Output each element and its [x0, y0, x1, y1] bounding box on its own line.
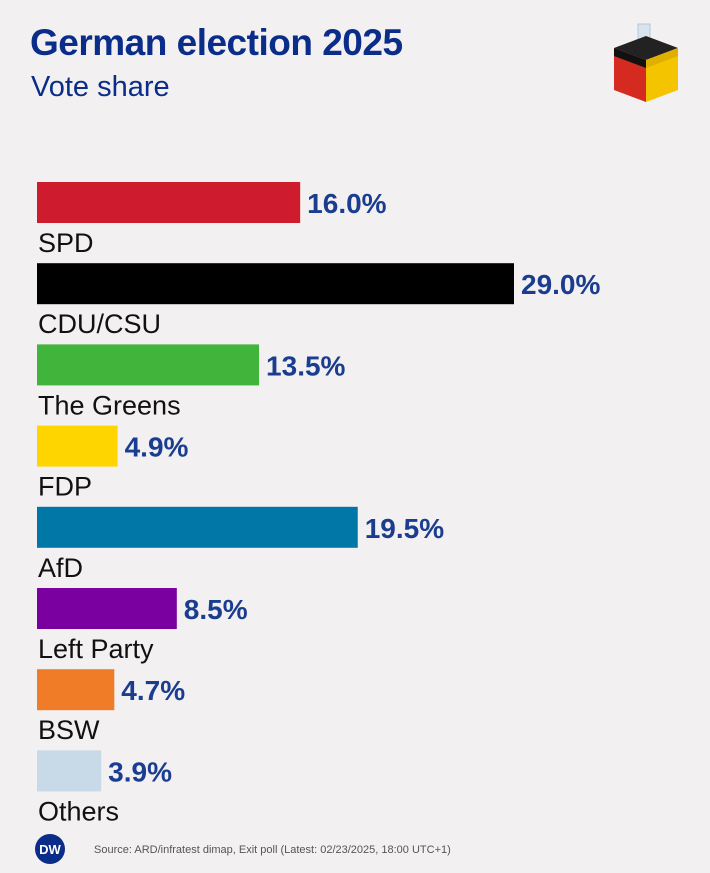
value-label: 8.5% — [184, 594, 248, 625]
bar-spd — [37, 182, 301, 223]
value-label: 29.0% — [521, 269, 600, 300]
category-label: Left Party — [38, 634, 154, 664]
value-label: 4.7% — [121, 675, 185, 706]
category-label: The Greens — [38, 390, 181, 420]
brand-text: DW — [39, 842, 61, 857]
category-label: Others — [38, 796, 119, 826]
chart-title: German election 2025 — [30, 22, 403, 63]
value-label: 4.9% — [125, 432, 189, 463]
ballot-box-icon — [614, 23, 678, 102]
chart-subtitle: Vote share — [31, 71, 170, 103]
bar-cdu-csu — [37, 263, 514, 305]
bar-the-greens — [37, 344, 260, 386]
category-label: CDU/CSU — [38, 309, 161, 339]
dw-logo-icon: DW — [35, 834, 65, 864]
value-label: 3.9% — [108, 756, 172, 787]
category-label: AfD — [38, 553, 83, 583]
value-label: 16.0% — [307, 188, 386, 219]
bar-others — [37, 750, 102, 792]
value-label: 13.5% — [266, 350, 345, 381]
category-label: BSW — [38, 715, 100, 745]
bar-left-party — [37, 588, 177, 629]
bar-fdp — [37, 425, 118, 467]
bar-afd — [37, 506, 358, 548]
source-note: Source: ARD/infratest dimap, Exit poll (… — [94, 844, 451, 856]
bar-bsw — [37, 669, 115, 711]
bar-chart: 16.0% SPD 29.0% CDU/CSU 13.5% The Greens 4.9% F… — [37, 182, 600, 826]
category-label: FDP — [38, 472, 92, 502]
category-label: SPD — [38, 228, 94, 258]
value-label: 19.5% — [365, 513, 444, 544]
